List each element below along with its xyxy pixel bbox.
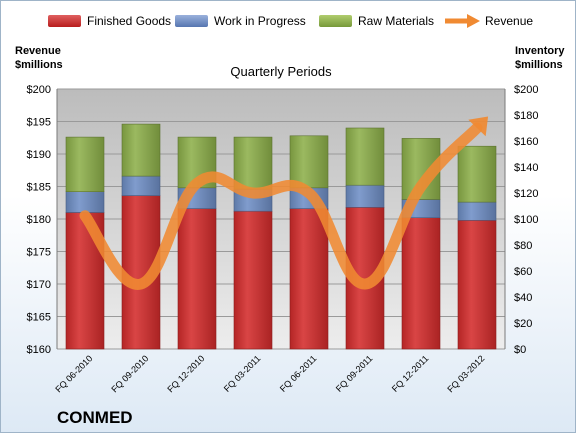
x-tick-label: FQ 12-2011 (390, 353, 431, 394)
revenue-point (477, 128, 478, 129)
bar-segment-raw-materials (457, 145, 497, 203)
bar-segment-finished-goods (289, 208, 329, 350)
legend: Finished Goods Work in Progress Raw Mate… (48, 14, 533, 28)
legend-item-raw-materials[interactable]: Raw Materials (319, 14, 434, 28)
revenue-arrowhead (468, 116, 489, 137)
right-tick-label: $20 (514, 318, 532, 330)
bar-segment-finished-goods (177, 208, 217, 350)
x-tick-label: FQ 06-2011 (278, 353, 319, 394)
bar-segment-work-in-progress (121, 175, 161, 196)
left-tick-label: $195 (27, 117, 51, 129)
bar-segment-work-in-progress (457, 201, 497, 221)
legend-item-finished-goods[interactable]: Finished Goods (48, 14, 171, 28)
x-tick-label: FQ 09-2010 (109, 353, 150, 394)
bar-segment-raw-materials (121, 123, 161, 177)
left-axis-title-line2: $millions (15, 59, 63, 71)
right-tick-label: $80 (514, 240, 532, 252)
right-axis-title-line2: $millions (515, 59, 563, 71)
revenue-point (197, 183, 198, 184)
x-tick-label: FQ 06-2010 (53, 353, 94, 394)
bar-segment-work-in-progress (345, 184, 385, 208)
bar-segment-raw-materials (233, 136, 273, 190)
left-axis-ticks: $160 $165 $170 $175 $180 $185 $190 $195 $200 (27, 84, 51, 356)
bar-segment-raw-materials (65, 136, 105, 193)
right-tick-label: $200 (514, 84, 538, 96)
revenue-point (365, 284, 366, 285)
right-axis-title-line1: Inventory (515, 45, 565, 57)
bar-segment-raw-materials (345, 127, 385, 186)
left-tick-label: $175 (27, 247, 51, 259)
legend-label-finished-goods: Finished Goods (87, 14, 171, 28)
left-tick-label: $190 (27, 149, 51, 161)
right-tick-label: $100 (514, 214, 538, 226)
right-tick-label: $60 (514, 266, 532, 278)
company-name: CONMED (57, 408, 133, 427)
left-tick-label: $180 (27, 214, 51, 226)
right-tick-label: $40 (514, 292, 532, 304)
revenue-point (85, 215, 86, 216)
legend-label-revenue: Revenue (485, 14, 533, 28)
legend-item-revenue[interactable]: Revenue (445, 14, 533, 28)
revenue-point (253, 193, 254, 194)
legend-swatch-revenue-arrow (467, 14, 480, 28)
legend-item-work-in-progress[interactable]: Work in Progress (175, 14, 306, 28)
left-tick-label: $160 (27, 344, 51, 356)
revenue-point (141, 284, 142, 285)
legend-swatch-finished-goods (48, 15, 81, 27)
bar-segment-finished-goods (457, 220, 497, 350)
right-tick-label: $180 (514, 110, 538, 122)
legend-label-raw-materials: Raw Materials (358, 14, 434, 28)
left-tick-label: $165 (27, 312, 51, 324)
right-axis-ticks: $0 $20 $40 $60 $80 $100 $120 $140 $160 $180 $200 (514, 84, 538, 356)
x-tick-label: FQ 03-2011 (222, 353, 263, 394)
legend-swatch-raw-materials (319, 15, 352, 27)
legend-label-work-in-progress: Work in Progress (214, 14, 306, 28)
x-axis-ticks: FQ 06-2010 FQ 09-2010 FQ 12-2010 FQ 03-2011… (53, 353, 486, 394)
left-tick-label: $185 (27, 182, 51, 194)
x-tick-label: FQ 12-2010 (165, 353, 206, 394)
x-tick-label: FQ 03-2012 (445, 353, 486, 394)
bar-segment-raw-materials (289, 135, 329, 189)
revenue-point (309, 193, 310, 194)
revenue-point (421, 186, 422, 187)
legend-swatch-work-in-progress (175, 15, 208, 27)
bar-segment-work-in-progress (65, 191, 105, 213)
right-tick-label: $160 (514, 136, 538, 148)
x-tick-label: FQ 09-2011 (334, 353, 375, 394)
chart-subtitle: Quarterly Periods (230, 64, 332, 79)
revenue-line (79, 122, 483, 290)
right-tick-label: $140 (514, 162, 538, 174)
revenue-series (79, 116, 489, 290)
right-tick-label: $120 (514, 188, 538, 200)
left-axis-title-line1: Revenue (15, 45, 61, 57)
right-tick-label: $0 (514, 344, 526, 356)
bar-segment-finished-goods (233, 210, 273, 350)
bar-segment-finished-goods (401, 217, 441, 350)
left-tick-label: $200 (27, 84, 51, 96)
left-tick-label: $170 (27, 279, 51, 291)
